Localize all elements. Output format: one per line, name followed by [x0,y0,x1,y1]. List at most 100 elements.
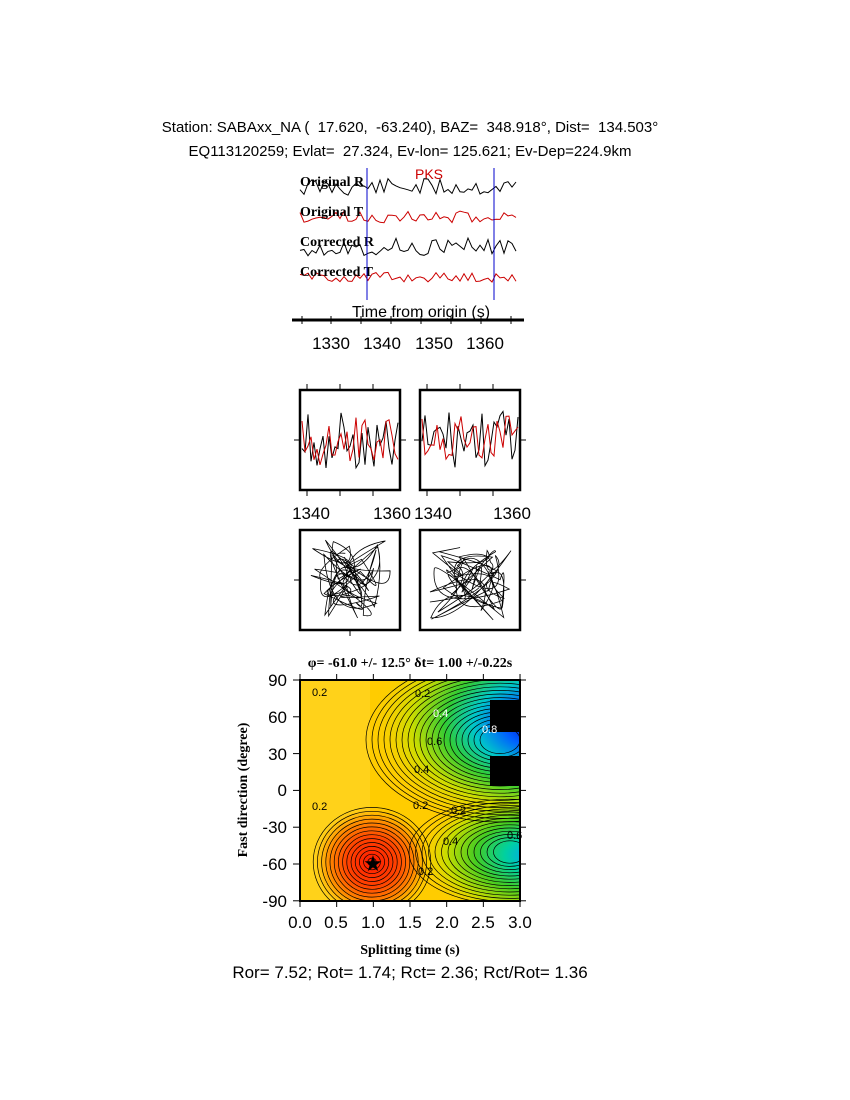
y-tick-label: 30 [268,745,287,764]
contour-line-lower [467,827,520,877]
contour-line-upper [407,682,520,798]
contour-line-red [325,818,419,901]
x-tick-label: 3.0 [508,913,532,932]
wf-left-tick-1360: 1360 [373,504,411,523]
wf-left-tick-1340: 1340 [292,504,330,523]
contour-line-upper [395,680,520,805]
contour-label: 0.4 [433,708,448,720]
contour-line-upper [419,690,520,790]
trace-original-t [299,210,517,224]
contour-labels: 0.2 0.2 0.4 0.6 0.8 0.4 0.2 0.2 0.2 0.4 … [312,687,522,878]
contour-line-red [329,822,415,901]
contour-line-lower [428,808,520,896]
trace-tick-1350: 1350 [415,334,453,353]
trace-label-original-r: Original R [300,175,365,190]
contour-line-lower [486,837,520,867]
trace-original-r [299,177,517,196]
contour-label: 0.2 [413,800,428,812]
heatmap-xlabel: Splitting time (s) [360,943,460,958]
contour-line-red [350,842,394,882]
x-tick-label: 2.5 [471,913,495,932]
contour-line-red [333,826,411,898]
contour-line-upper [425,693,520,787]
header-event-line: EQ113120259; Evlat= 27.324, Ev-lon= 125.… [188,143,632,160]
y-tick-label: -90 [262,892,287,911]
trace-label-corrected-r: Corrected R [300,235,375,250]
contour-line-upper [389,680,520,808]
contour-label: 0.6 [507,830,522,842]
heatmap-plot [300,680,520,901]
x-tick-label: 0.5 [324,913,348,932]
trace-corrected-t [299,271,517,283]
contour-line-upper [473,722,520,758]
wf-right-transverse [421,415,519,461]
contour-line-upper [467,718,520,762]
wf-right-tick-1360: 1360 [493,504,531,523]
contour-line-lower [434,811,520,893]
heatmap-x-ticks: 0.0 0.5 1.0 1.5 2.0 2.5 3.0 [288,913,532,932]
contour-line-lower [408,798,520,901]
heatmap-tick-marks [293,674,526,907]
waveform-box-right [414,384,526,496]
contour-label: 0.2 [418,866,433,878]
header-station-line: Station: SABAxx_NA ( 17.620, -63.240), B… [161,119,659,136]
contour-line-red [338,830,406,894]
contour-line-red [346,838,398,886]
y-tick-label: -60 [262,855,287,874]
contour-line-lower [454,821,520,883]
contour-label: 0.2 [451,805,466,817]
trace-tick-1360: 1360 [466,334,504,353]
contour-label: 0.6 [427,736,442,748]
y-tick-label: 90 [268,671,287,690]
wf-left-radial [301,412,399,470]
contour-line-lower [460,824,520,880]
wf-left-transverse [301,417,399,466]
contour-label: 0.4 [414,764,429,776]
contour-line-lower [480,834,520,870]
wf-right-tick-1340: 1340 [414,504,452,523]
y-tick-label: 60 [268,708,287,727]
contour-line-upper [401,680,520,801]
trace-axis-ticks [301,316,512,324]
heatmap-ylabel: Fast direction (degree) [236,722,251,857]
result-title: φ= -61.0 +/- 12.5° δt= 1.00 +/-0.22s [308,656,513,671]
contour-line-red [321,814,423,901]
contour-line-red [354,846,390,878]
phase-label: PKS [415,166,443,182]
contour-line-upper [455,711,520,769]
particle-motion-left [294,528,402,636]
trace-label-corrected-t: Corrected T [300,265,374,280]
contour-line-red [317,810,427,901]
contour-line-upper [443,704,520,776]
trace-xlabel: Time from origin (s) [352,304,490,321]
particle-motion-corrected [429,547,512,621]
contour-line-upper [431,697,520,783]
trace-tick-1340: 1340 [363,334,401,353]
y-tick-label: 0 [278,781,287,800]
wf-right-radial [421,410,519,468]
contour-line-upper [461,715,520,765]
particle-motion-right [418,528,526,632]
contour-line-lower [473,830,520,874]
y-tick-label: -30 [262,818,287,837]
contour-label: 0.2 [312,801,327,813]
x-tick-label: 2.0 [435,913,459,932]
contour-line-upper [449,708,520,772]
contour-line-upper [383,680,520,812]
contour-line-upper [479,726,520,754]
contour-line-red [359,849,385,875]
contour-line-lower [447,818,520,886]
x-tick-label: 1.0 [361,913,385,932]
trace-label-original-t: Original T [300,205,364,220]
heatmap-y-ticks: 90 60 30 0 -30 -60 -90 [262,671,287,911]
contour-line-upper [413,686,520,794]
contour-line-red [367,857,377,867]
contour-line-lower [493,840,520,864]
trace-tick-1330: 1330 [312,334,350,353]
waveform-box-left [294,384,406,496]
contour-line-upper [371,680,520,819]
footer-stats: Ror= 7.52; Rot= 1.74; Rct= 2.36; Rct/Rot… [232,963,588,982]
contour-label: 0.2 [312,687,327,699]
particle-motion-original [310,539,391,619]
